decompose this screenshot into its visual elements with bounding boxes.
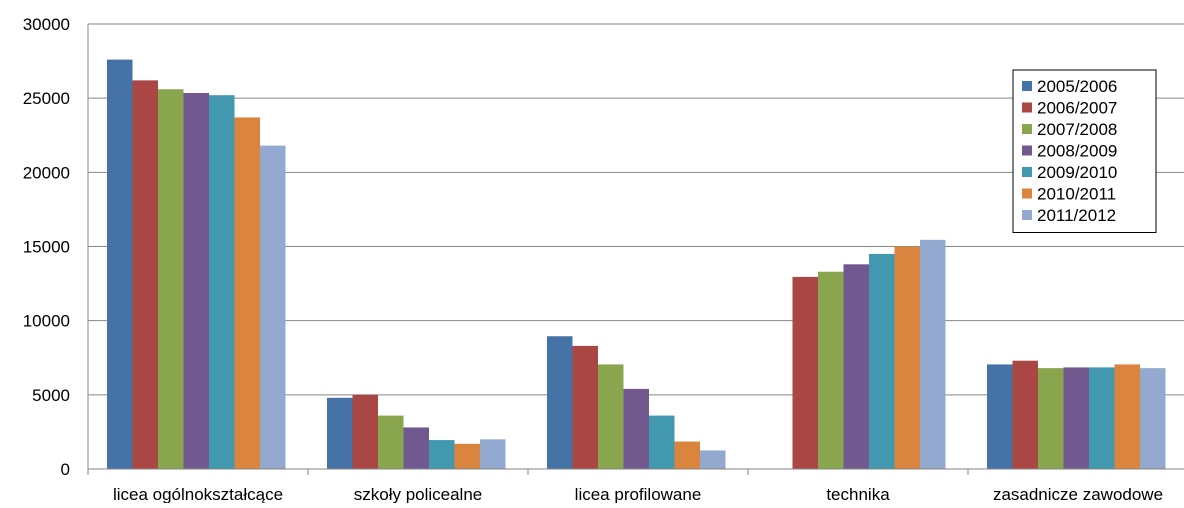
bar-2007-2008-0 <box>158 89 184 470</box>
y-tick-label: 15000 <box>23 238 70 257</box>
legend-label: 2009/2010 <box>1037 163 1117 182</box>
bar-2006-2007-2 <box>572 345 598 469</box>
legend-label: 2010/2011 <box>1037 185 1116 204</box>
bar-2006-2007-0 <box>132 80 158 469</box>
bar-2010-2011-1 <box>454 443 480 469</box>
bar-2008-2009-3 <box>843 264 869 469</box>
bar-2005-2006-4 <box>987 364 1013 469</box>
bar-2010-2011-4 <box>1114 364 1140 469</box>
legend-swatch <box>1022 81 1032 91</box>
legend-label: 2006/2007 <box>1037 99 1117 118</box>
legend <box>1012 69 1157 233</box>
bar-2011-2012-3 <box>920 239 946 469</box>
legend-label: 2005/2006 <box>1037 77 1117 96</box>
bar-2006-2007-4 <box>1012 360 1038 469</box>
legend-swatch <box>1022 145 1032 156</box>
bar-2009-2010-3 <box>869 253 895 469</box>
bar-2010-2011-3 <box>894 246 920 469</box>
x-tick-label: szkoły policealne <box>354 485 483 503</box>
legend-label: 2007/2008 <box>1037 120 1117 139</box>
bar-2011-2012-4 <box>1140 368 1166 469</box>
bar-2006-2007-3 <box>792 276 818 469</box>
x-tick-label: licea ogólnokształcące <box>113 485 283 503</box>
bar-2009-2010-1 <box>429 440 455 469</box>
bar-2010-2011-0 <box>234 117 260 469</box>
y-tick-label: 20000 <box>23 163 70 182</box>
bar-2008-2009-2 <box>623 388 649 469</box>
legend-swatch <box>1022 210 1032 220</box>
bar-2005-2006-0 <box>107 59 133 469</box>
legend-swatch <box>1022 124 1032 134</box>
x-tick-label: zasadnicze zawodowe <box>993 485 1163 503</box>
bar-2009-2010-2 <box>649 415 675 469</box>
x-tick-label: technika <box>826 485 890 503</box>
bar-2007-2008-1 <box>378 415 404 469</box>
y-tick-label: 5000 <box>32 386 70 405</box>
bar-2010-2011-2 <box>674 441 700 469</box>
y-tick-label: 25000 <box>23 89 70 108</box>
bar-2008-2009-0 <box>183 92 209 469</box>
legend-swatch <box>1022 167 1032 177</box>
y-tick-label: 0 <box>61 460 70 479</box>
bar-2007-2008-2 <box>598 364 624 469</box>
bar-2006-2007-1 <box>352 394 378 469</box>
bar-2011-2012-0 <box>260 145 286 469</box>
bar-2009-2010-0 <box>209 95 235 469</box>
legend-label: 2011/2012 <box>1037 206 1116 225</box>
bar-2005-2006-1 <box>327 397 353 469</box>
legend-label: 2008/2009 <box>1037 142 1117 161</box>
y-tick-label: 10000 <box>23 312 70 331</box>
bar-2007-2008-4 <box>1038 368 1064 469</box>
bar-2011-2012-2 <box>700 450 726 469</box>
bar-2008-2009-1 <box>403 427 429 469</box>
bar-2008-2009-4 <box>1063 367 1089 469</box>
x-tick-label: licea profilowane <box>575 485 702 503</box>
legend-swatch <box>1022 188 1032 199</box>
bar-2007-2008-3 <box>818 271 844 469</box>
bar-2005-2006-2 <box>547 336 573 469</box>
bar-2011-2012-1 <box>480 439 506 469</box>
bar-2009-2010-4 <box>1089 367 1115 469</box>
y-tick-label: 30000 <box>23 15 70 34</box>
legend-swatch <box>1022 102 1032 113</box>
